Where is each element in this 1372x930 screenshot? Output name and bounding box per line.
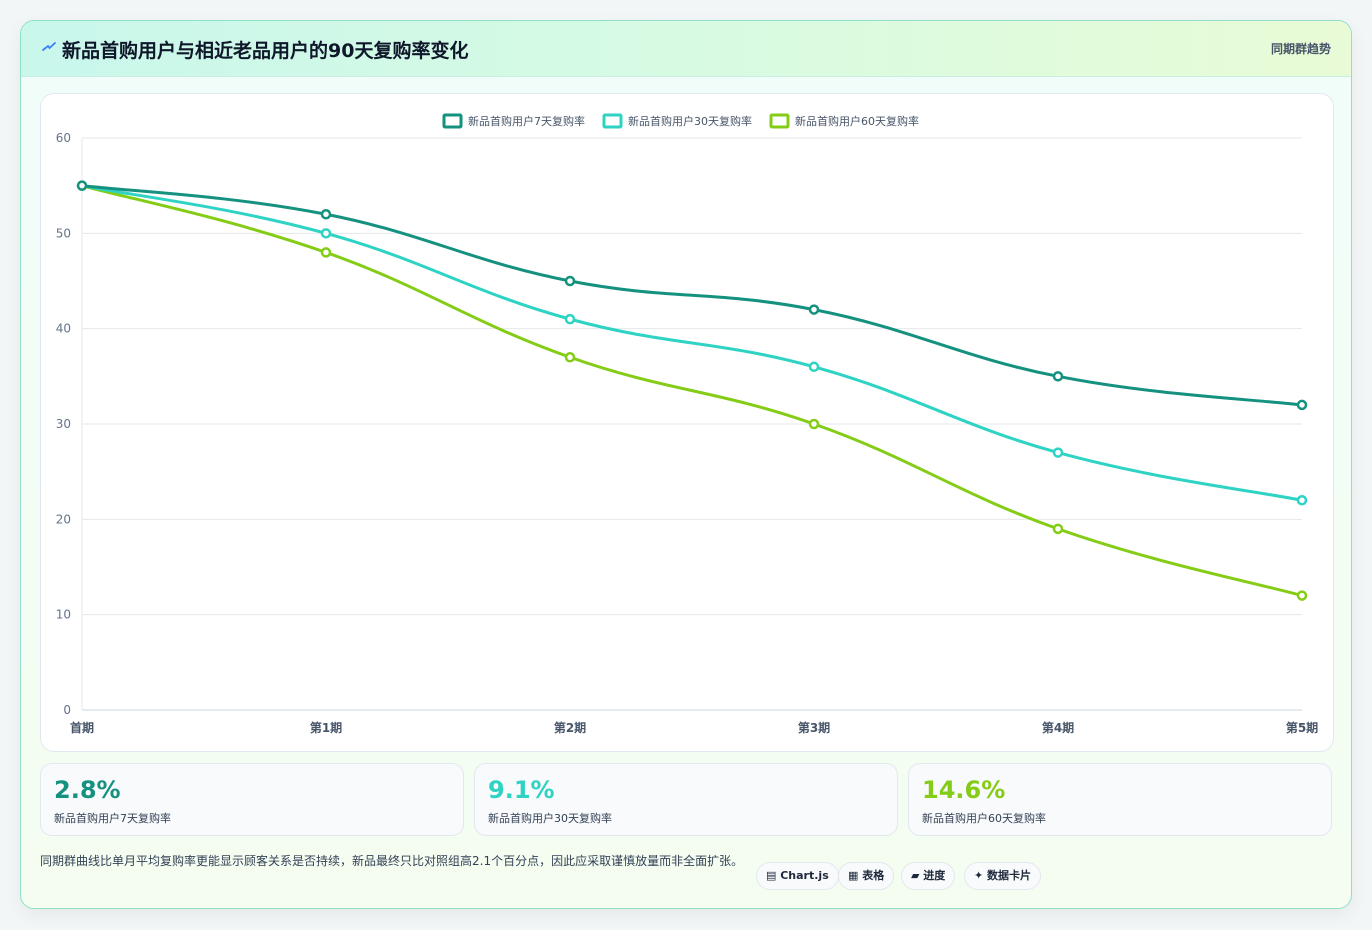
- stat-value: 9.1%: [488, 776, 555, 804]
- table-icon: ▦: [848, 869, 863, 882]
- legend-swatch: [602, 113, 623, 129]
- y-tick-label: 40: [56, 322, 71, 336]
- data-point: [1296, 590, 1308, 601]
- y-tick-label: 10: [56, 608, 71, 622]
- line-chart: 0 10 20 30 40 50 60 首期 第1期 第2期 第3期 第4期 第5期 新品首购用户7天复购…: [56, 113, 1318, 735]
- chip-label: 进度: [923, 869, 946, 882]
- series-line: [81, 184, 1303, 502]
- y-tick-label: 50: [56, 226, 71, 240]
- chart-icon: ▤: [766, 869, 781, 882]
- chip-table[interactable]: ▦ 表格: [838, 862, 895, 890]
- data-point: [808, 304, 820, 315]
- y-tick-label: 0: [63, 703, 71, 717]
- legend-label: 新品首购用户30天复购率: [628, 114, 752, 128]
- x-tick-label: 第2期: [554, 720, 586, 735]
- data-point: [1296, 399, 1308, 411]
- stat-card-30d: 9.1% 新品首购用户30天复购率: [474, 763, 898, 836]
- progress-icon: ▰: [911, 869, 924, 882]
- chip-data-cards[interactable]: ✦ 数据卡片: [964, 862, 1042, 890]
- chip-chartjs[interactable]: ▤ Chart.js: [756, 862, 839, 890]
- stat-label: 新品首购用户60天复购率: [922, 812, 1046, 825]
- data-point: [564, 352, 576, 363]
- data-point: [808, 361, 820, 373]
- stat-card-7d: 2.8% 新品首购用户7天复购率: [40, 763, 464, 836]
- data-point: [320, 209, 332, 220]
- stat-value: 14.6%: [922, 776, 1006, 804]
- chart-card: 新品首购用户与相近老品用户的90天复购率变化 同期群趋势 0 10 20 30 40 50…: [20, 20, 1352, 909]
- y-tick-label: 60: [56, 131, 71, 145]
- chip-label: 数据卡片: [987, 869, 1032, 882]
- data-point: [1052, 447, 1064, 458]
- card-subtitle: 同期群趋势: [1270, 42, 1331, 56]
- series-line: [81, 184, 1303, 598]
- chip-label: Chart.js: [780, 869, 829, 882]
- y-tick-label: 30: [56, 417, 71, 431]
- x-tick-label: 第1期: [310, 720, 342, 735]
- data-point: [564, 275, 576, 287]
- stat-card-60d: 14.6% 新品首购用户60天复购率: [908, 763, 1332, 836]
- series-line: [81, 184, 1303, 407]
- legend-label: 新品首购用户7天复购率: [468, 114, 585, 128]
- trend-icon: [42, 42, 56, 51]
- chip-label: 表格: [862, 869, 885, 882]
- y-tick-label: 20: [56, 512, 71, 526]
- legend-swatch: [442, 113, 463, 129]
- footnote: 同期群曲线比单月平均复购率更能显示顾客关系是否持续，新品最终只比对照组高2.1个…: [40, 854, 744, 868]
- x-tick-label: 第3期: [798, 720, 830, 735]
- x-tick-label: 首期: [70, 720, 94, 735]
- data-point: [564, 313, 576, 325]
- x-tick-label: 第5期: [1286, 720, 1318, 735]
- card-header: 新品首购用户与相近老品用户的90天复购率变化 同期群趋势: [21, 21, 1351, 77]
- chart-area: 0 10 20 30 40 50 60 首期 第1期 第2期 第3期 第4期 第5期 新品首购用户7天复购…: [40, 93, 1334, 752]
- data-point: [320, 247, 332, 258]
- data-point: [1052, 371, 1064, 382]
- stat-label: 新品首购用户30天复购率: [488, 812, 612, 825]
- legend-swatch: [769, 113, 790, 129]
- data-point: [1052, 523, 1064, 535]
- card-title: 新品首购用户与相近老品用户的90天复购率变化: [62, 40, 469, 62]
- data-point: [808, 418, 820, 430]
- x-tick-label: 第4期: [1042, 720, 1074, 735]
- sparkle-icon: ✦: [974, 869, 988, 882]
- data-point: [76, 180, 88, 191]
- stat-value: 2.8%: [54, 776, 121, 804]
- data-point: [320, 228, 332, 239]
- stat-label: 新品首购用户7天复购率: [54, 812, 171, 825]
- chip-progress[interactable]: ▰ 进度: [901, 862, 956, 890]
- legend-label: 新品首购用户60天复购率: [795, 114, 919, 128]
- data-point: [1296, 495, 1308, 506]
